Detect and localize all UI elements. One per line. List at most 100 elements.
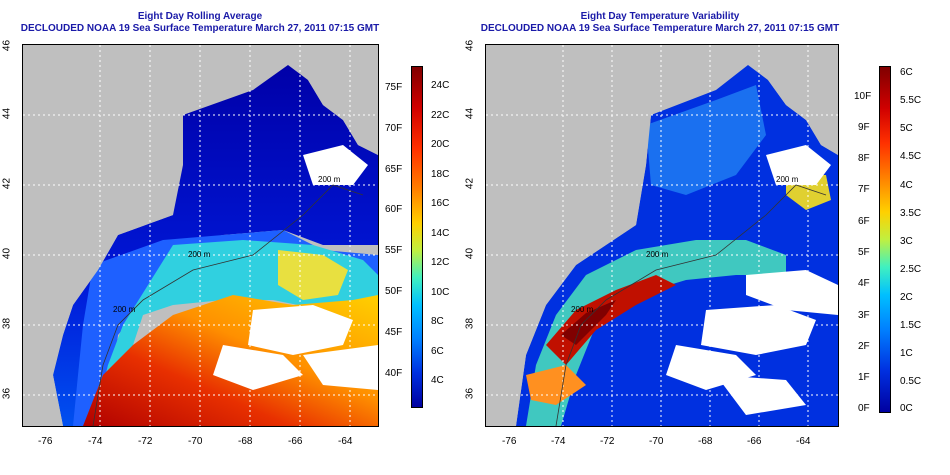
right-cbar-f-5: 5F — [858, 247, 870, 258]
left-cbar-c-4: 4C — [431, 375, 444, 386]
left-cbar-f-65: 65F — [385, 164, 403, 175]
right-cbar-c-1.5: 1.5C — [900, 320, 922, 331]
left-cbar-c-18: 18C — [431, 169, 450, 180]
left-cbar-f-45: 45F — [385, 327, 403, 338]
right-ytick-44: 44 — [464, 107, 476, 120]
right-cbar-c-5: 5C — [900, 123, 913, 134]
right-cbar-c-1: 1C — [900, 348, 913, 359]
left-cbar-c-24: 24C — [431, 80, 450, 91]
cold-water-region — [53, 65, 378, 426]
left-cbar-c-22: 22C — [431, 110, 450, 121]
right-title-line2: DECLOUDED NOAA 19 Sea Surface Temperatur… — [480, 23, 840, 34]
left-cbar-f-40: 40F — [385, 368, 403, 379]
left-title-line2: DECLOUDED NOAA 19 Sea Surface Temperatur… — [20, 23, 380, 34]
r-cloud-gap-3 — [746, 270, 838, 315]
right-xtick-68: -68 — [698, 436, 713, 447]
left-ytick-36: 36 — [1, 387, 13, 400]
right-cbar-f-4: 4F — [858, 278, 870, 289]
right-cbar-f-9: 9F — [858, 122, 870, 133]
right-contour-label-1: 200 m — [646, 250, 669, 259]
right-cbar-f-2: 2F — [858, 341, 870, 352]
right-cbar-c-2: 2C — [900, 292, 913, 303]
left-xtick-70: -70 — [188, 436, 203, 447]
right-cbar-f-6: 6F — [858, 216, 870, 227]
gulf-of-maine-var — [646, 85, 766, 195]
left-xtick-74: -74 — [88, 436, 103, 447]
right-cbar-c-2.5: 2.5C — [900, 264, 922, 275]
left-title-line1: Eight Day Rolling Average — [137, 11, 263, 22]
left-contour-label-1: 200 m — [188, 250, 211, 259]
high-variability-core — [561, 300, 616, 345]
left-cbar-f-55: 55F — [385, 245, 403, 256]
right-xtick-76: -76 — [502, 436, 517, 447]
left-cbar-f-75: 75F — [385, 82, 403, 93]
right-xtick-72: -72 — [600, 436, 615, 447]
right-ytick-36: 36 — [464, 387, 476, 400]
right-contour-label-2: 200 m — [571, 305, 594, 314]
left-colorbar — [411, 66, 423, 408]
r-depth-contour — [555, 184, 827, 426]
r-coast-land — [486, 45, 651, 426]
right-cbar-f-8: 8F — [858, 153, 870, 164]
right-cbar-f-3: 3F — [858, 310, 870, 321]
right-xtick-74: -74 — [551, 436, 566, 447]
right-cbar-c-0: 0C — [900, 403, 913, 414]
left-ytick-44: 44 — [1, 107, 13, 120]
right-ytick-40: 40 — [464, 247, 476, 260]
left-cbar-c-16: 16C — [431, 198, 450, 209]
left-cbar-c-6: 6C — [431, 346, 444, 357]
left-cbar-c-8: 8C — [431, 316, 444, 327]
cloud-gap-4 — [303, 145, 368, 185]
right-xtick-66: -66 — [747, 436, 762, 447]
left-xtick-64: -64 — [338, 436, 353, 447]
yellow-eddy — [278, 250, 348, 300]
right-cbar-c-4.5: 4.5C — [900, 151, 922, 162]
right-cbar-c-6: 6C — [900, 67, 913, 78]
shelf-variability — [526, 240, 786, 426]
left-map[interactable]: 200 m 200 m 200 m — [22, 44, 379, 427]
right-cbar-f-7: 7F — [858, 184, 870, 195]
left-contour-label-3: 200 m — [318, 175, 341, 184]
depth-contour — [92, 184, 364, 426]
left-cbar-c-20: 20C — [431, 139, 450, 150]
right-ytick-42: 42 — [464, 177, 476, 190]
right-title-line1: Eight Day Temperature Variability — [580, 11, 740, 22]
right-ytick-46: 46 — [464, 39, 476, 52]
right-cbar-f-10: 10F — [854, 91, 872, 102]
right-ytick-38: 38 — [464, 317, 476, 330]
left-ytick-46: 46 — [1, 39, 13, 52]
left-xtick-68: -68 — [238, 436, 253, 447]
right-cbar-f-0: 0F — [858, 403, 870, 414]
map-grid — [23, 45, 378, 426]
right-cbar-c-4: 4C — [900, 180, 913, 191]
right-map[interactable]: 200 m 200 m 200 m — [485, 44, 839, 427]
r-coast-land-ne — [748, 45, 838, 155]
left-ytick-38: 38 — [1, 317, 13, 330]
r-map-grid — [486, 45, 838, 426]
right-cbar-c-5.5: 5.5C — [900, 95, 922, 106]
right-cbar-f-1: 1F — [858, 372, 870, 383]
cloud-gap-3 — [303, 345, 378, 390]
right-xtick-64: -64 — [796, 436, 811, 447]
cloud-gap-2 — [213, 345, 303, 390]
left-xtick-76: -76 — [38, 436, 53, 447]
left-cbar-f-50: 50F — [385, 286, 403, 297]
left-map-svg — [23, 45, 378, 426]
coast-land-ne — [288, 45, 378, 155]
left-cbar-c-12: 12C — [431, 257, 450, 268]
left-cbar-f-70: 70F — [385, 123, 403, 134]
left-xtick-66: -66 — [288, 436, 303, 447]
right-map-svg — [486, 45, 838, 426]
left-contour-label-2: 200 m — [113, 305, 136, 314]
left-ytick-42: 42 — [1, 177, 13, 190]
right-cbar-c-0.5: 0.5C — [900, 376, 922, 387]
left-cbar-f-60: 60F — [385, 204, 403, 215]
r-cloud-gap-4 — [766, 145, 831, 185]
left-ytick-40: 40 — [1, 247, 13, 260]
right-xtick-70: -70 — [649, 436, 664, 447]
left-cbar-c-10: 10C — [431, 287, 450, 298]
right-colorbar — [879, 66, 891, 413]
left-xtick-72: -72 — [138, 436, 153, 447]
coast-land — [23, 45, 183, 426]
left-cbar-c-14: 14C — [431, 228, 450, 239]
